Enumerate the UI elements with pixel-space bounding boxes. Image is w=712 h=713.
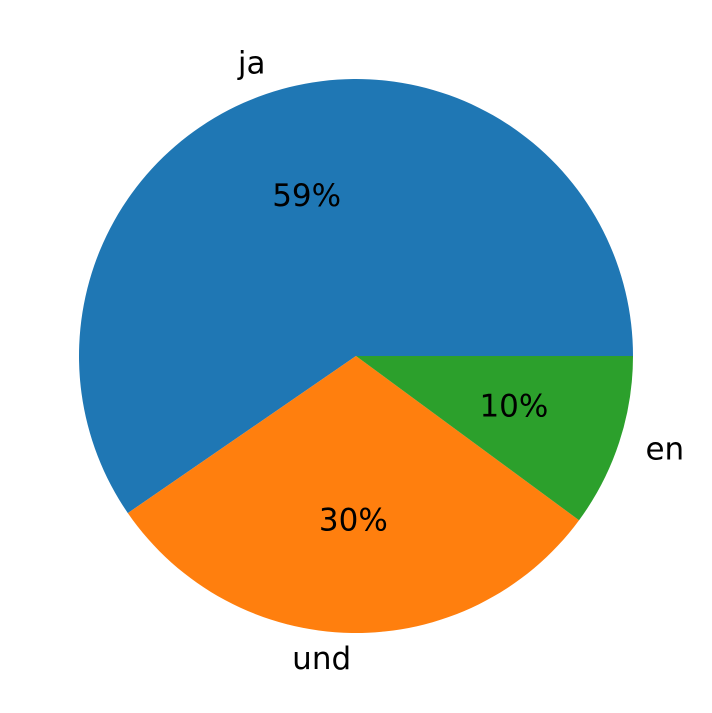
pie-slice xyxy=(78,78,634,514)
percent-label: 10% xyxy=(479,388,548,424)
percent-label: 59% xyxy=(272,178,341,214)
pie-slice xyxy=(127,356,580,634)
percent-label: 30% xyxy=(319,503,388,539)
pie-slice xyxy=(356,356,633,521)
slice-label: ja xyxy=(237,46,266,82)
slice-label: en xyxy=(645,432,684,468)
slice-label: und xyxy=(292,641,351,677)
